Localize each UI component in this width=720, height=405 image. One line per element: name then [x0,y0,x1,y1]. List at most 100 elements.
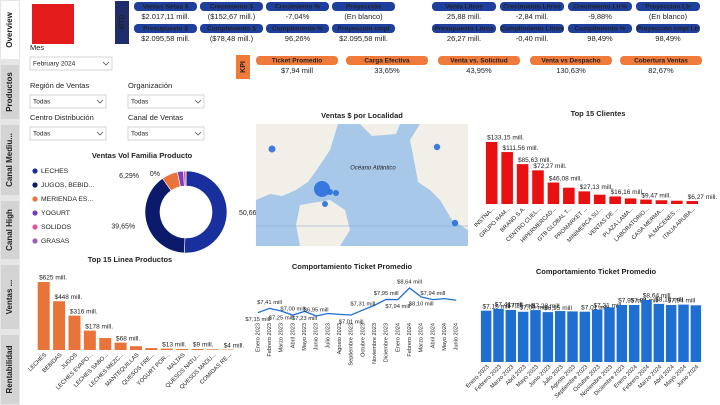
data-label: $7,00 mill [280,307,305,313]
kpi-value: -9,88% [588,12,612,21]
filter-label: Región de Ventas [30,81,89,90]
mtd-label-box [115,1,129,44]
sidebar-tab-label[interactable]: Canal Mediu... [5,133,14,187]
legend-label: YOGURT [41,210,70,217]
sidebar-tab[interactable] [1,125,19,195]
kpi-header-pill [438,56,520,65]
bar [686,201,699,204]
data-label: $8,64 mill [643,293,671,300]
kpi-header: Crecimiento $ [210,4,253,11]
kpi-header-pill [432,24,496,33]
kpi-header: Proyección cmpl [337,26,389,33]
data-label: $7,31 mill [350,302,375,308]
kpi-value: 130,63% [556,66,586,75]
filter-dropdown[interactable] [29,126,107,141]
x-tick-label: Marzo 2024 [419,323,425,353]
mtd-label: MTD [119,14,126,29]
kpi-header-pill [500,24,564,33]
sidebar-tab[interactable] [1,65,19,119]
kpi-label: KPI [240,61,247,73]
logo [32,4,74,44]
kpi-value: $2.095,58 mill. [141,34,190,43]
legend-label: MERIENDA ES... [41,196,93,203]
kpi-value: $7,94 mill [281,66,313,75]
sidebar-tab-label[interactable]: Ventas ... [5,280,14,315]
filter-dropdown[interactable] [29,94,107,109]
donut-label: 39,65% [111,224,135,231]
x-tick-label: Junio 2024 [454,323,460,350]
data-label: $68 mill. [116,335,140,342]
map-bubble [451,219,459,227]
kpi-value: -0,40 mill. [516,34,549,43]
filter-dropdown[interactable] [127,126,205,141]
sidebar-tab-label[interactable]: Canal High [5,209,14,251]
data-label: $72,27 mill. [533,163,566,170]
filter-value[interactable]: February 2024 [33,61,76,68]
filter-label: Centro Distribución [30,113,94,122]
filter-value[interactable]: Todas [131,99,149,106]
x-tick-label: Julio 2023 [325,323,331,349]
data-label: $7,25 mill [269,316,294,322]
kpi-header-pill [568,24,632,33]
kpi-value: -2,84 mill. [516,12,549,21]
bar [579,311,591,362]
sidebar-tab-label[interactable]: Rentabilidad [5,345,14,393]
bar [641,300,652,362]
kpi-header: Ventas Netas $ [143,4,189,11]
filter-dropdown[interactable] [29,56,113,71]
sidebar-tab[interactable] [1,201,19,259]
kpi-value: (En blanco) [344,12,383,21]
data-label: $6,27 mill. [688,194,718,201]
sidebar-tab[interactable] [1,265,19,329]
dropdown-chevron [194,131,202,136]
kpi-value: ($152,67 mill.) [208,12,256,21]
data-label: $111,56 mill. [503,145,539,152]
bar [160,348,173,350]
kpi-header: Cobertura Ventas [634,58,688,65]
x-tick-label: Mayo 2023 [302,323,308,351]
data-label: $7,31 mill [593,302,621,309]
dropdown-chevron [96,99,104,104]
kpi-header: Ticket Promedio [272,58,322,65]
x-tick-label: Febrero 2024 [407,323,413,357]
bar [485,142,498,204]
data-label: $7,23 mill [532,303,560,310]
kpi-header-pill [432,2,496,11]
kpi-header-pill [332,2,395,11]
filter-value[interactable]: Todas [33,99,51,106]
sidebar-tab[interactable] [1,335,19,404]
data-label: $4 mill. [224,342,245,349]
data-label: $625 mill. [39,275,67,282]
legend-label: JUGOS, BEBID... [41,182,94,189]
x-tick-label: Noviembre 2023 [372,323,378,364]
kpi-value: 25,88 mill. [447,12,481,21]
kpi-header-pill [636,2,700,11]
chart-title: Ventas Vol Familia Producto [92,151,193,160]
chart-title: Top 15 Clientes [571,109,626,118]
data-label: $7,01 mill [339,320,364,326]
kpi-header-pill [568,2,632,11]
kpi-header: Presupuesto Litros [434,26,494,33]
legend-label: GRASAS [41,238,70,245]
kpi-value: $2.017,11 mill. [141,12,189,21]
bar [505,309,517,362]
x-tick-label: Diciembre 2023 [384,323,390,362]
x-tick-label: Octubre 2023 [360,323,366,357]
x-tick-label: Agosto 2023 [337,323,343,354]
kpi-header: Cumplimiento Litros [500,26,564,33]
filter-value[interactable]: Todas [33,131,51,138]
filter-value[interactable]: Todas [131,131,149,138]
chart-title: Comportamiento Ticket Promedio [292,262,413,271]
data-label: $8,10 mill [655,297,683,304]
bar [176,348,189,350]
map-land [296,200,350,246]
bar [547,182,560,204]
kpi-header: Crecimiento Litros [503,4,561,11]
filter-dropdown[interactable] [127,94,205,109]
sidebar-tab[interactable] [1,1,19,59]
sidebar-tab-label[interactable]: Productos [5,72,14,112]
bar [530,310,541,362]
bar [591,309,603,362]
sidebar-tab-label[interactable]: Overview [5,11,14,47]
